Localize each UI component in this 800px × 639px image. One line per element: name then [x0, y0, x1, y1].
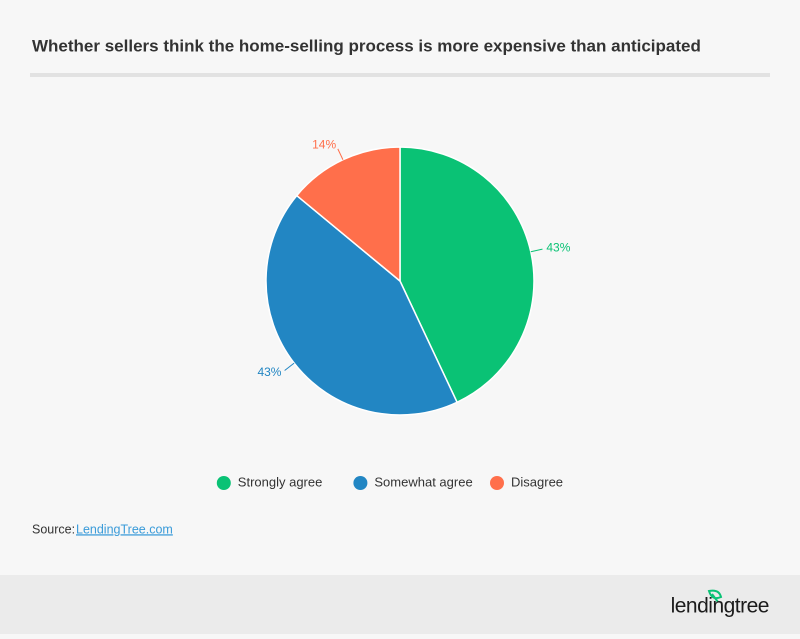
- source-label: Source:: [32, 522, 75, 536]
- legend-label[interactable]: Somewhat agree: [374, 474, 472, 489]
- title-rule: [30, 73, 770, 77]
- legend-marker[interactable]: [216, 476, 231, 490]
- pie-slice[interactable]: [399, 146, 535, 404]
- legend-marker[interactable]: [490, 476, 504, 490]
- leader-line: [337, 148, 344, 160]
- leader-line: [284, 362, 295, 371]
- leader-line: [530, 248, 543, 253]
- data-label: 14%: [312, 137, 336, 151]
- source-link[interactable]: LendingTree.com: [76, 522, 173, 536]
- logo-leaf: [707, 589, 723, 603]
- logo: lendingtree: [671, 595, 769, 618]
- legend-label[interactable]: Disagree: [511, 474, 563, 489]
- legend-marker[interactable]: [353, 476, 368, 490]
- data-label: 43%: [546, 240, 570, 254]
- data-label: 43%: [257, 365, 281, 379]
- pie-slice[interactable]: [295, 146, 401, 283]
- footer: [0, 575, 800, 634]
- chart-title: Whether sellers think the home-selling p…: [32, 36, 701, 55]
- legend-label[interactable]: Strongly agree: [238, 474, 323, 489]
